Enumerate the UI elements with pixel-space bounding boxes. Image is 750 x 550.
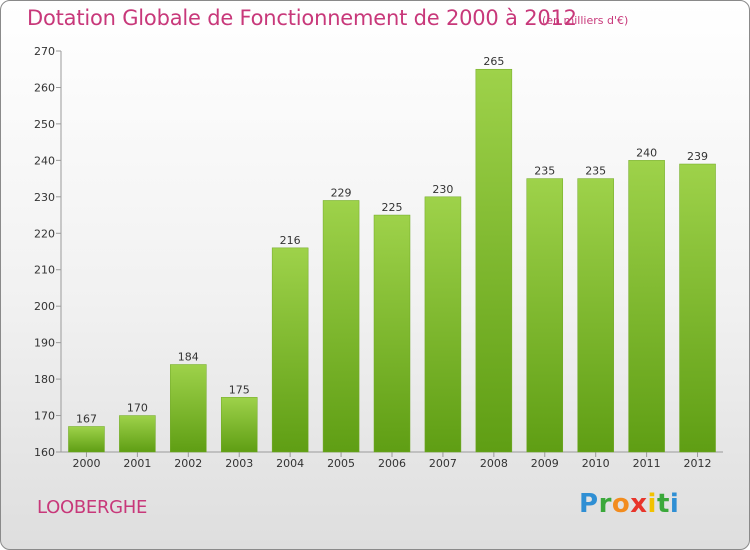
bar <box>679 163 716 453</box>
y-tick-label: 190 <box>34 337 55 350</box>
chart-subtitle: (en milliers d'€) <box>542 14 629 27</box>
x-tick-label: 2003 <box>225 457 253 470</box>
x-tick-label: 2007 <box>429 457 457 470</box>
value-label: 240 <box>636 146 657 159</box>
logo-letter: i <box>669 489 680 519</box>
x-tick-label: 2002 <box>174 457 202 470</box>
y-tick-label: 260 <box>34 81 55 94</box>
y-tick-label: 170 <box>34 410 55 423</box>
x-tick-label: 2008 <box>480 457 508 470</box>
logo-letter: x <box>630 489 648 519</box>
y-tick-label: 220 <box>34 227 55 240</box>
bar <box>170 364 207 453</box>
y-tick-label: 270 <box>34 45 55 58</box>
x-tick-label: 2009 <box>531 457 559 470</box>
value-label: 167 <box>76 412 97 425</box>
value-label: 170 <box>127 402 148 415</box>
logo-letter: o <box>611 489 631 519</box>
value-labels: 167 170 184 175 216 229 225 230 265 235 235 240 239 <box>76 55 708 425</box>
x-tick-label: 2004 <box>276 457 304 470</box>
chart-title: Dotation Globale de Fonctionnement de 20… <box>27 6 577 30</box>
x-axis: 2000 2001 2002 2003 2004 2005 2006 2007 2008 2009… <box>61 451 723 470</box>
logo-letter: i <box>647 489 657 519</box>
value-label: 229 <box>331 186 352 199</box>
y-tick-label: 250 <box>34 118 55 131</box>
logo-letter: r <box>598 489 612 519</box>
bar <box>322 200 360 453</box>
y-tick-label: 210 <box>34 264 55 277</box>
bar <box>475 68 513 453</box>
y-axis: 160 170 180 190 200 210 220 230 240 250 260 270 <box>34 45 62 459</box>
bar <box>526 178 564 453</box>
x-tick-label: 2011 <box>633 457 661 470</box>
value-label: 265 <box>483 55 504 68</box>
bar <box>220 397 258 453</box>
value-label: 216 <box>280 234 301 247</box>
bar <box>628 160 665 453</box>
bar <box>373 214 411 453</box>
y-tick-label: 230 <box>34 191 55 204</box>
value-label: 230 <box>432 183 453 196</box>
value-label: 235 <box>585 165 606 178</box>
x-tick-label: 2001 <box>123 457 151 470</box>
bar <box>424 196 462 453</box>
y-tick-label: 200 <box>34 300 55 313</box>
x-tick-label: 2010 <box>582 457 610 470</box>
y-tick-label: 240 <box>34 154 55 167</box>
value-label: 175 <box>229 383 250 396</box>
bar <box>271 247 309 453</box>
value-label: 184 <box>178 351 199 364</box>
value-label: 235 <box>534 165 555 178</box>
bar <box>68 426 105 453</box>
y-tick-label: 160 <box>34 446 55 459</box>
bars <box>68 68 716 453</box>
y-tick-label: 180 <box>34 373 55 386</box>
proxiti-logo[interactable]: Proxiti <box>579 489 679 519</box>
logo-letter: P <box>579 489 599 519</box>
value-label: 225 <box>382 201 403 214</box>
x-tick-label: 2005 <box>327 457 355 470</box>
bar <box>577 178 614 453</box>
commune-name: LOOBERGHE <box>37 497 148 518</box>
x-tick-label: 2006 <box>378 457 406 470</box>
x-tick-label: 2012 <box>684 457 712 470</box>
value-label: 239 <box>687 150 708 163</box>
logo-letter: t <box>656 489 670 519</box>
x-tick-label: 2000 <box>72 457 100 470</box>
bar <box>119 415 156 453</box>
